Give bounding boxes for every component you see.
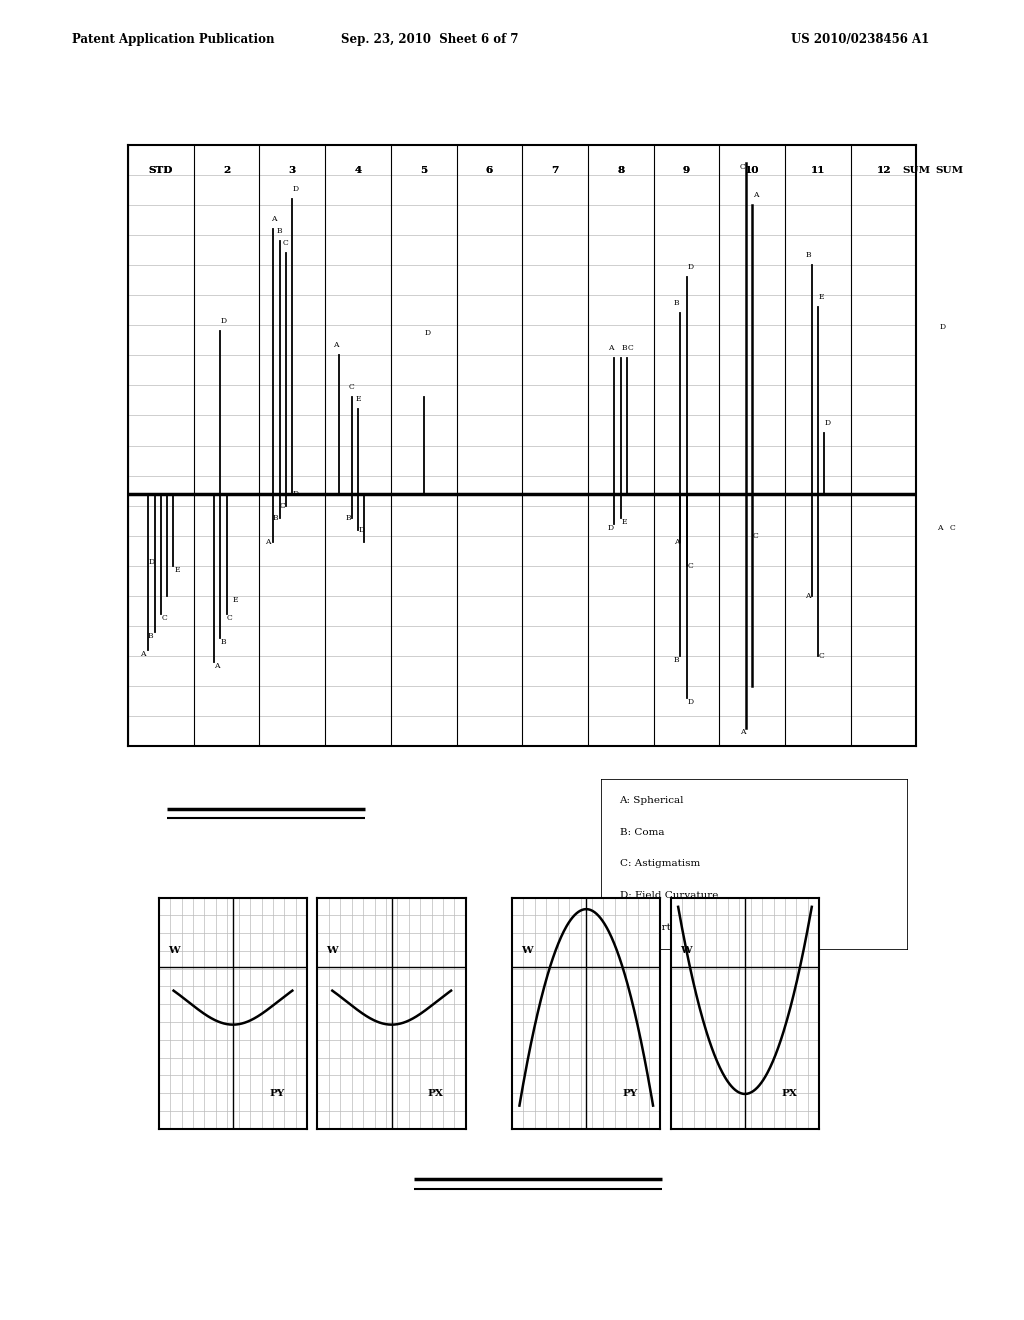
Text: A: A — [674, 537, 679, 545]
Text: D: D — [293, 185, 299, 193]
Text: A: A — [270, 215, 276, 223]
Text: 4: 4 — [354, 166, 361, 176]
Text: C: C — [162, 614, 167, 622]
Text: E: Distortion: E: Distortion — [620, 923, 687, 932]
Text: A: A — [805, 591, 811, 599]
Text: 5: 5 — [420, 166, 427, 176]
Text: D: D — [687, 698, 693, 706]
Text: US 2010/0238456 A1: US 2010/0238456 A1 — [791, 33, 930, 46]
Text: W: W — [680, 946, 691, 956]
Text: E: E — [622, 517, 627, 525]
Text: 3: 3 — [289, 166, 296, 176]
Text: W: W — [521, 946, 532, 956]
Text: 12: 12 — [877, 166, 891, 176]
Text: A: Spherical: A: Spherical — [620, 796, 684, 805]
Text: C: C — [950, 524, 955, 532]
Text: D: Field Curvature: D: Field Curvature — [620, 891, 718, 900]
Text: Sep. 23, 2010  Sheet 6 of 7: Sep. 23, 2010 Sheet 6 of 7 — [341, 33, 519, 46]
Text: 12: 12 — [877, 166, 891, 176]
Text: E: E — [175, 565, 180, 574]
Text: B: B — [220, 638, 226, 645]
Text: PX: PX — [781, 1089, 797, 1098]
Text: C: C — [226, 614, 232, 622]
Text: B: B — [674, 300, 679, 308]
Text: B: B — [622, 345, 628, 352]
Text: PY: PY — [623, 1089, 638, 1098]
Text: D: D — [148, 557, 155, 565]
Text: 9: 9 — [683, 166, 690, 176]
Text: STD: STD — [148, 166, 173, 176]
Text: E: E — [819, 293, 824, 301]
Text: 10: 10 — [745, 166, 760, 176]
Text: A: A — [739, 727, 745, 735]
Text: B: B — [272, 513, 279, 521]
Text: 8: 8 — [617, 166, 625, 176]
Text: B: B — [147, 632, 153, 640]
Text: 7: 7 — [552, 166, 559, 176]
Text: SUM: SUM — [902, 166, 931, 176]
Text: A: A — [608, 345, 613, 352]
Text: STD: STD — [148, 166, 173, 176]
Text: D: D — [358, 525, 365, 533]
Text: W: W — [168, 946, 179, 956]
Text: C: C — [739, 164, 745, 172]
Text: A: A — [753, 191, 759, 199]
Text: A: A — [937, 524, 942, 532]
Text: D: D — [220, 317, 226, 326]
Text: C: C — [819, 652, 824, 660]
Text: D: D — [293, 490, 299, 498]
Text: C: C — [753, 532, 759, 540]
Text: 10: 10 — [745, 166, 760, 176]
Text: A: A — [140, 649, 145, 657]
Text: A: A — [265, 537, 271, 545]
Text: B: B — [276, 227, 283, 235]
Text: D: D — [425, 330, 431, 338]
Text: 5: 5 — [420, 166, 427, 176]
Text: 9: 9 — [683, 166, 690, 176]
Text: PX: PX — [428, 1089, 443, 1098]
Text: 2: 2 — [223, 166, 230, 176]
Text: W: W — [327, 946, 338, 956]
Text: 2: 2 — [223, 166, 230, 176]
Text: D: D — [687, 263, 693, 272]
Text: 11: 11 — [811, 166, 825, 176]
Text: 6: 6 — [485, 166, 493, 176]
Text: A: A — [333, 342, 338, 350]
Text: D: D — [825, 420, 831, 428]
Text: B: Coma: B: Coma — [620, 828, 664, 837]
Text: 3: 3 — [289, 166, 296, 176]
Text: C: C — [628, 345, 634, 352]
Text: E: E — [232, 595, 239, 603]
Text: PY: PY — [269, 1089, 285, 1098]
Text: C: C — [349, 383, 354, 392]
Text: C: Astigmatism: C: Astigmatism — [620, 859, 699, 869]
Text: B: B — [805, 251, 811, 259]
Text: 4: 4 — [354, 166, 361, 176]
Text: SUM: SUM — [935, 166, 964, 176]
Text: A: A — [214, 661, 219, 669]
Text: C: C — [283, 239, 289, 247]
Text: C: C — [687, 561, 693, 570]
Text: D: D — [940, 323, 946, 331]
Text: D: D — [607, 524, 613, 532]
FancyBboxPatch shape — [601, 779, 908, 950]
Text: 8: 8 — [617, 166, 625, 176]
Text: E: E — [355, 396, 360, 404]
Text: B: B — [345, 513, 351, 521]
Text: 7: 7 — [552, 166, 559, 176]
Text: B: B — [674, 656, 679, 664]
Text: 6: 6 — [485, 166, 493, 176]
Text: Patent Application Publication: Patent Application Publication — [72, 33, 274, 46]
Text: C: C — [280, 502, 285, 510]
Text: 11: 11 — [811, 166, 825, 176]
